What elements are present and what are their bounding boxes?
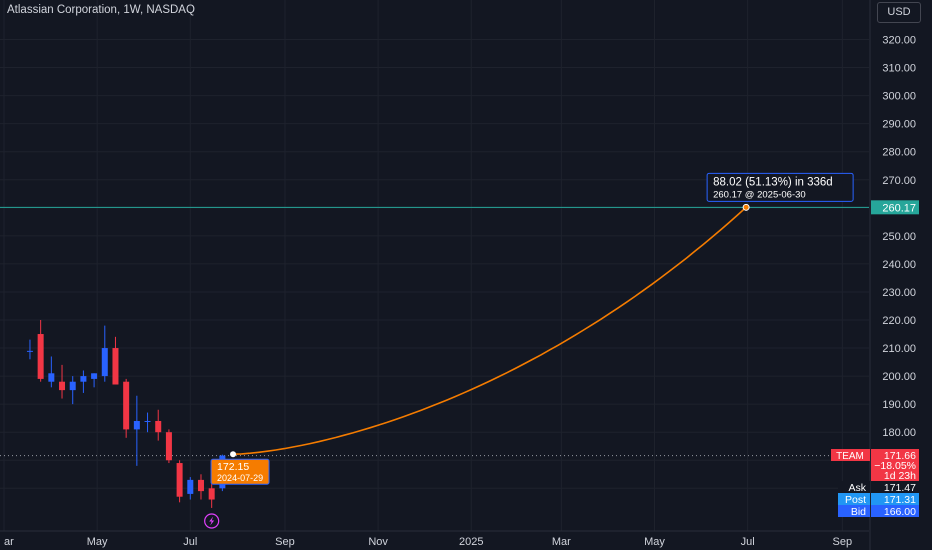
ask-value: 171.47 bbox=[884, 482, 916, 494]
price-axis-tick-label: 320.00 bbox=[882, 35, 916, 47]
price-axis-tick-label: 290.00 bbox=[882, 119, 916, 131]
bid-value: 166.00 bbox=[884, 506, 916, 518]
start-tag-date: 2024-07-29 bbox=[217, 473, 263, 483]
time-axis-tick-label: Sep bbox=[275, 536, 295, 548]
ask-label: Ask bbox=[848, 482, 866, 494]
chart-title: Atlassian Corporation, 1W, NASDAQ bbox=[7, 4, 195, 16]
time-axis-tick-label: May bbox=[87, 536, 108, 548]
post-tag bbox=[871, 493, 919, 505]
start-tag-box bbox=[210, 458, 270, 485]
candle-body bbox=[26, 350, 33, 352]
time-axis-tick-label: Sep bbox=[833, 536, 853, 548]
price-axis-tick-label: 300.00 bbox=[882, 91, 916, 103]
candle-body bbox=[37, 334, 44, 379]
symbol-tag bbox=[831, 449, 870, 461]
symbol-tag-label: TEAM bbox=[836, 451, 864, 462]
candle-body bbox=[155, 420, 162, 433]
candle-body bbox=[197, 479, 204, 492]
candle-body bbox=[133, 420, 140, 430]
lightning-icon-bolt bbox=[209, 516, 215, 526]
time-axis-tick-label: ar bbox=[4, 536, 14, 548]
price-axis-tick-label: 220.00 bbox=[882, 315, 916, 327]
candle-body bbox=[123, 381, 130, 430]
candle-body bbox=[101, 348, 108, 377]
candle-body bbox=[187, 479, 194, 494]
time-axis-tick-label: Nov bbox=[368, 536, 388, 548]
time-axis-tick-label: Jul bbox=[183, 536, 197, 548]
start-tag-price: 172.15 bbox=[217, 461, 249, 473]
target-price-tag-label: 260.17 bbox=[882, 202, 916, 214]
projection-end-point bbox=[742, 203, 750, 211]
info-label-line2: 260.17 @ 2025-06-30 bbox=[713, 189, 806, 200]
last-price-change: −18.05% bbox=[874, 460, 916, 472]
candles bbox=[26, 320, 226, 508]
candle-body bbox=[69, 381, 76, 391]
price-axis-tick-label: 270.00 bbox=[882, 175, 916, 187]
time-axis: ar May Jul Sep Nov 2025 Mar May Jul Sep bbox=[4, 536, 852, 548]
time-axis-tick-label: Mar bbox=[552, 536, 571, 548]
last-price-tag bbox=[871, 449, 919, 481]
price-axis-tick-label: 210.00 bbox=[882, 343, 916, 355]
bid-label: Bid bbox=[851, 506, 866, 518]
last-price-value: 171.66 bbox=[884, 450, 916, 462]
projection-start-point bbox=[230, 451, 237, 458]
price-axis-tick-label: 280.00 bbox=[882, 147, 916, 159]
post-value: 171.31 bbox=[884, 494, 916, 506]
price-axis-tick-label: 180.00 bbox=[882, 427, 916, 439]
bid-label-box bbox=[838, 505, 870, 517]
candle-body bbox=[80, 376, 87, 382]
candle-body bbox=[144, 420, 151, 422]
price-axis-tick-label: 230.00 bbox=[882, 287, 916, 299]
candle-body bbox=[59, 381, 66, 391]
bar-countdown: 1d 23h bbox=[884, 470, 916, 482]
time-axis-tick-label: Jul bbox=[741, 536, 755, 548]
lightning-icon bbox=[204, 513, 220, 529]
candle-body bbox=[208, 488, 215, 500]
price-axis-tick-label: 310.00 bbox=[882, 63, 916, 75]
currency-button[interactable]: USD bbox=[877, 2, 921, 23]
price-axis-tick-label: 200.00 bbox=[882, 371, 916, 383]
info-label-line1: 88.02 (51.13%) in 336d bbox=[713, 176, 833, 188]
candle-body bbox=[48, 373, 55, 382]
post-label-box bbox=[838, 493, 870, 505]
info-label-box bbox=[706, 172, 854, 202]
bid-tag bbox=[871, 505, 919, 517]
ask-tag bbox=[871, 481, 919, 493]
price-axis-tags: 260.17 TEAM 171.66−18.05%1d 23h Ask 171.47 Po… bbox=[831, 200, 919, 518]
post-label: Post bbox=[845, 494, 866, 506]
price-axis-tick-label: 190.00 bbox=[882, 399, 916, 411]
price-axis-tick-label: 240.00 bbox=[882, 259, 916, 271]
ask-label-box bbox=[838, 481, 870, 493]
candle-body bbox=[91, 373, 98, 379]
target-price-tag bbox=[871, 200, 919, 215]
projection-curve bbox=[232, 206, 747, 455]
price-axis-tick-label: 250.00 bbox=[882, 231, 916, 243]
candle-body bbox=[165, 432, 172, 461]
time-axis-tick-label: 2025 bbox=[459, 536, 483, 548]
candle-body bbox=[112, 348, 119, 385]
time-axis-tick-label: May bbox=[644, 536, 665, 548]
candle-body bbox=[176, 463, 183, 497]
